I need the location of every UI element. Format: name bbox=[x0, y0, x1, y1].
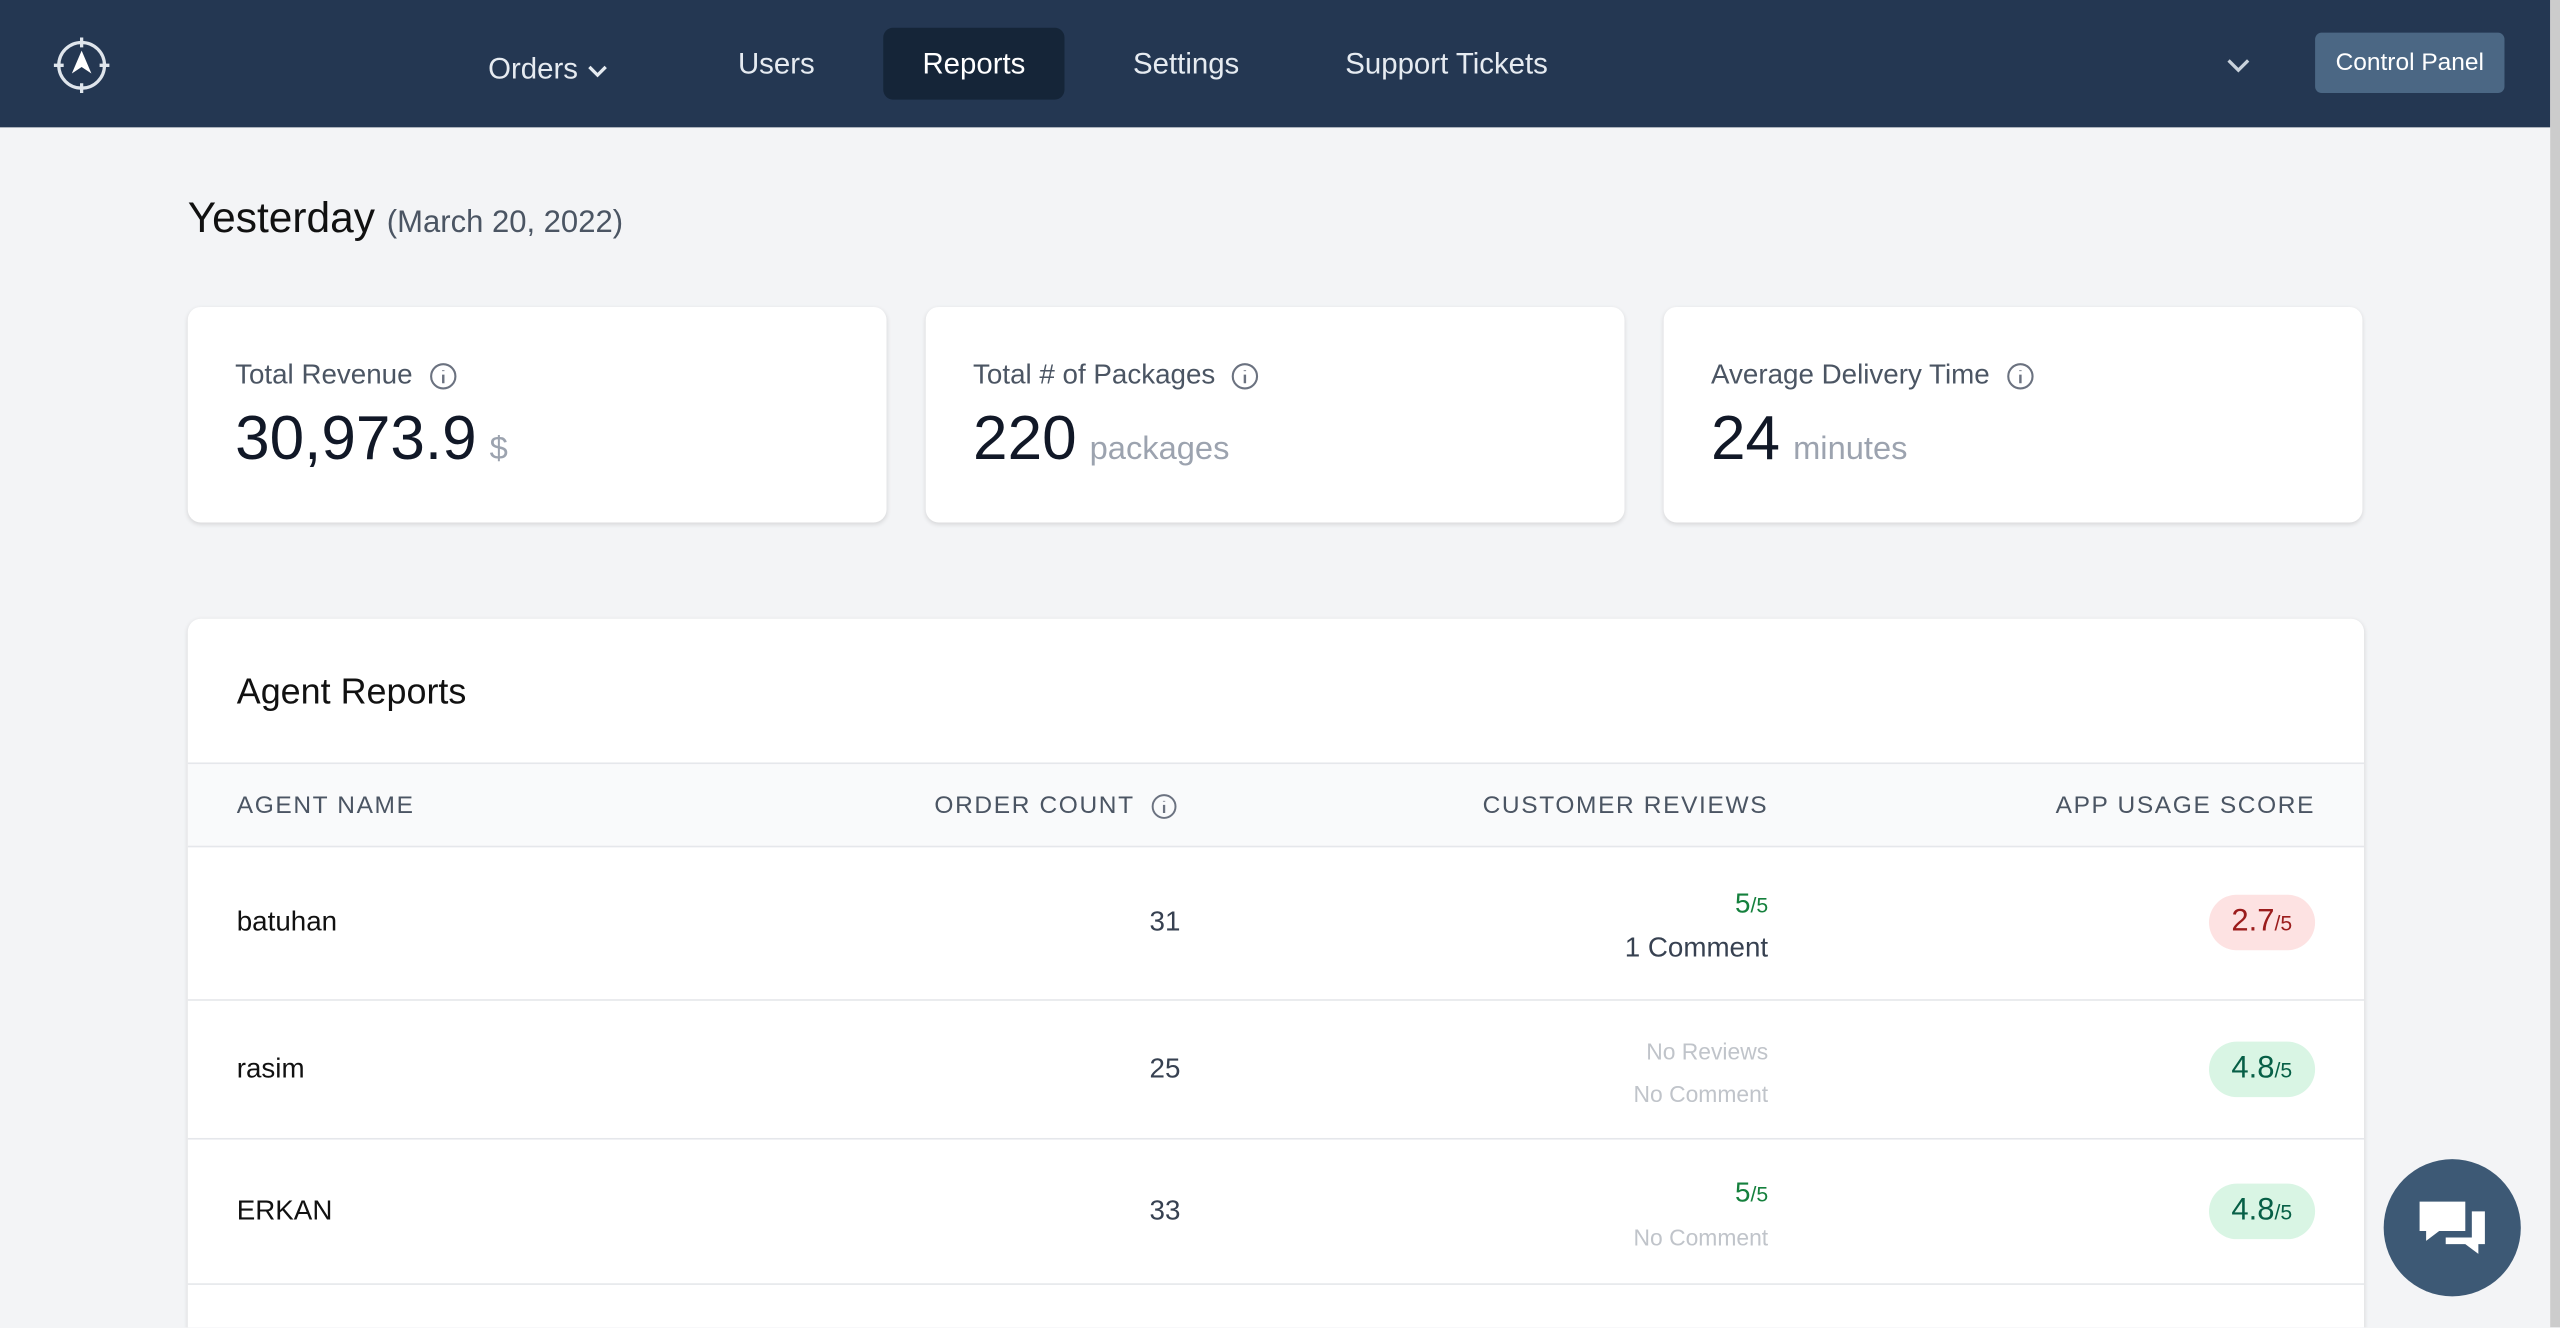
order-count: 33 bbox=[1149, 1194, 1181, 1226]
table-row: ERKAN 33 5/5 No Comment 4.8/5 bbox=[187, 1138, 2365, 1285]
text: /5 bbox=[1750, 1181, 1769, 1206]
top-nav: Orders Users Reports Settings Support Ti… bbox=[0, 0, 2551, 128]
order-count: 31 bbox=[1149, 906, 1181, 938]
text: /5 bbox=[2274, 1057, 2293, 1082]
col-header: CUSTOMER REVIEWS bbox=[1482, 791, 1769, 820]
text: /5 bbox=[2274, 1199, 2293, 1224]
table-row: batuhan 31 5/5 1 Comment 2.7/5 bbox=[187, 846, 2365, 1001]
text: 30,973.9 bbox=[235, 404, 477, 474]
order-count: 25 bbox=[1149, 1052, 1181, 1084]
stat-card: Total Revenue 30,973.9 $ bbox=[187, 306, 887, 523]
text: (March 20, 2022) bbox=[386, 205, 624, 240]
nav-item[interactable]: Orders bbox=[449, 33, 648, 105]
reviews: No Reviews No Comment bbox=[1634, 1029, 1769, 1114]
stat-value: 220 packages bbox=[973, 405, 1229, 475]
agent-table: Agent Reports AGENT NAME ORDER COUNT CUS… bbox=[187, 618, 2365, 1328]
table-row: rasim 25 No Reviews No Comment 4.8/5 bbox=[187, 999, 2365, 1140]
text: 2.7 bbox=[2231, 904, 2275, 939]
stat-label: Total Revenue bbox=[235, 359, 457, 392]
col-header: AGENT NAME bbox=[236, 791, 415, 820]
text: packages bbox=[1089, 431, 1230, 467]
chat-button[interactable] bbox=[2383, 1159, 2521, 1297]
usage-score: 2.7/5 bbox=[2208, 894, 2316, 951]
text: 5 bbox=[1734, 1176, 1751, 1208]
stat-value: 24 minutes bbox=[1711, 405, 1907, 475]
text: No Comment bbox=[1633, 1079, 1769, 1107]
text: ORDER COUNT bbox=[934, 791, 1135, 820]
table-title: Agent Reports bbox=[236, 671, 467, 712]
text: 1 Comment bbox=[1624, 932, 1769, 964]
stat-card: Average Delivery Time 24 minutes bbox=[1663, 306, 2363, 523]
scrollbar bbox=[2550, 0, 2560, 1328]
agent-name: batuhan bbox=[236, 906, 338, 938]
usage-score: 4.8/5 bbox=[2208, 1182, 2316, 1239]
dropdown[interactable] bbox=[2225, 56, 2251, 76]
logo[interactable] bbox=[51, 34, 113, 96]
text: 220 bbox=[973, 404, 1077, 474]
nav-item[interactable]: Reports bbox=[883, 27, 1065, 100]
reviews: 5/5 No Comment bbox=[1634, 1171, 1769, 1258]
stat-label: Average Delivery Time bbox=[1711, 359, 2034, 392]
text: 4.8 bbox=[2231, 1050, 2275, 1085]
text: Orders bbox=[488, 52, 578, 85]
table-header: AGENT NAME ORDER COUNT CUSTOMER REVIEWS … bbox=[187, 762, 2365, 848]
stat-value: 30,973.9 $ bbox=[235, 405, 508, 475]
usage-score: 4.8/5 bbox=[2208, 1040, 2316, 1097]
text: $ bbox=[489, 431, 508, 467]
reviews: 5/5 1 Comment bbox=[1625, 883, 1768, 970]
control-panel-button[interactable]: Control Panel bbox=[2315, 32, 2505, 94]
col-header: APP USAGE SCORE bbox=[2055, 791, 2316, 820]
stat-label: Total # of Packages bbox=[973, 359, 1259, 392]
text: /5 bbox=[2274, 911, 2293, 936]
agent-name: ERKAN bbox=[236, 1194, 333, 1226]
col-header: ORDER COUNT bbox=[934, 792, 1177, 820]
text: /5 bbox=[1750, 893, 1769, 918]
nav-item[interactable]: Users bbox=[737, 47, 815, 80]
nav-item[interactable]: Support Tickets bbox=[1345, 47, 1548, 80]
text: Average Delivery Time bbox=[1711, 359, 1990, 391]
text: No Comment bbox=[1633, 1223, 1769, 1250]
text: 5 bbox=[1734, 888, 1751, 920]
text: Total Revenue bbox=[235, 359, 413, 391]
page-title: Yesterday (March 20, 2022) bbox=[188, 193, 623, 244]
stat-card: Total # of Packages 220 packages bbox=[925, 306, 1625, 523]
agent-name: rasim bbox=[236, 1052, 305, 1084]
text: minutes bbox=[1793, 431, 1908, 467]
text: No Reviews bbox=[1646, 1037, 1769, 1064]
text: 24 bbox=[1711, 404, 1781, 474]
text: Yesterday bbox=[187, 192, 375, 242]
text: 4.8 bbox=[2231, 1192, 2275, 1227]
nav-item[interactable]: Settings bbox=[1133, 47, 1240, 80]
text: Total # of Packages bbox=[973, 359, 1216, 391]
